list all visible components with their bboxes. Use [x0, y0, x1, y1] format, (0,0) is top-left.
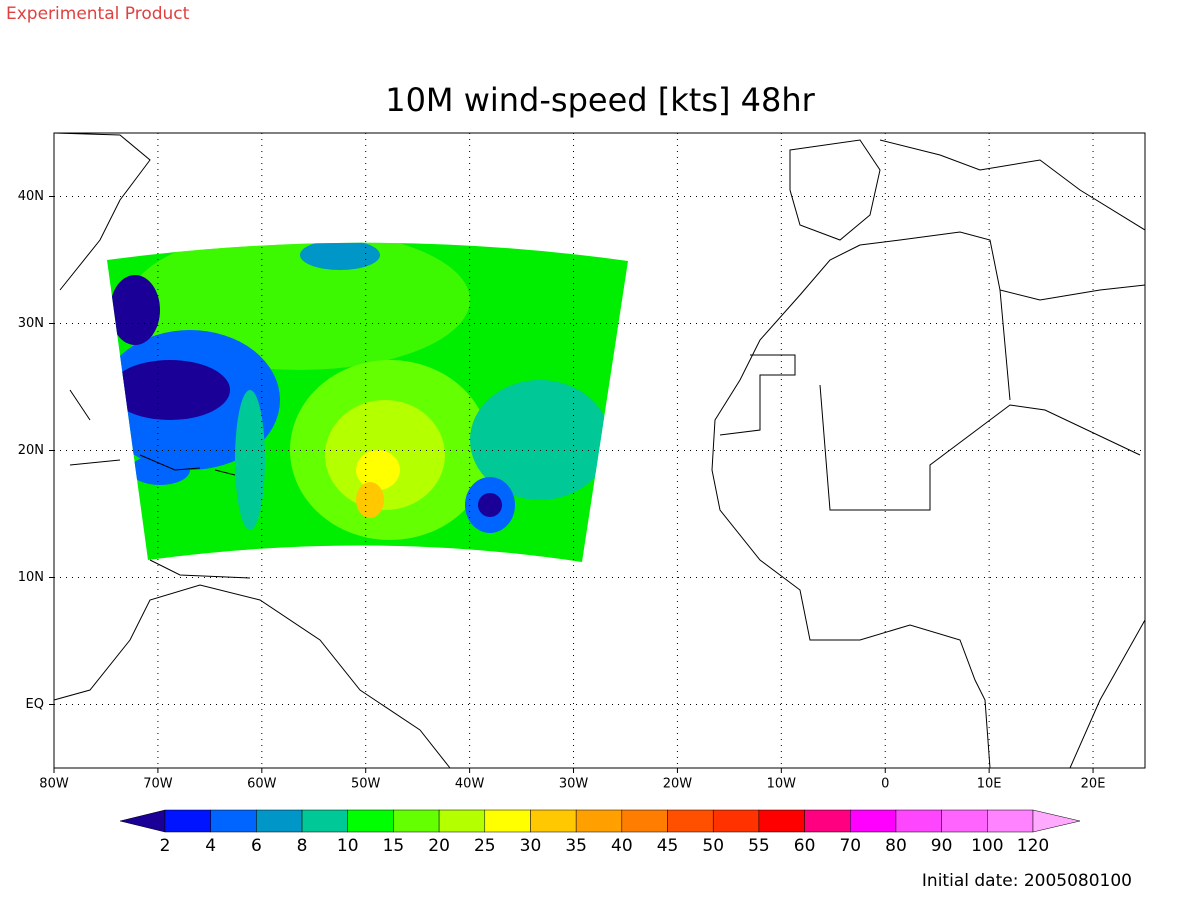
y-tick-label: 40N	[18, 189, 44, 204]
colorbar-swatch	[256, 809, 303, 833]
y-tick-label: EQ	[26, 697, 44, 712]
colorbar-swatch	[393, 809, 440, 833]
colorbar-swatch	[438, 809, 486, 833]
colorbar-label: 20	[428, 836, 450, 856]
colorbar-swatch	[804, 809, 851, 833]
initial-date: Initial date: 2005080100	[922, 871, 1132, 891]
colorbar-swatch	[712, 809, 760, 833]
colorbar-label: 35	[565, 836, 587, 856]
colorbar-swatch	[850, 809, 897, 833]
colorbar-swatch	[575, 809, 623, 833]
colorbar-label: 80	[885, 836, 907, 856]
colorbar-label: 15	[383, 836, 405, 856]
colorbar-swatch	[347, 809, 394, 833]
colorbar-swatch	[621, 809, 668, 833]
x-tick-label: 0	[881, 777, 889, 792]
colorbar-label: 90	[931, 836, 953, 856]
x-tick-label: 10W	[767, 777, 797, 792]
colorbar-label: 55	[748, 836, 770, 856]
y-tick-label: 20N	[18, 443, 44, 458]
colorbar-label: 8	[297, 836, 308, 856]
x-tick-label: 30W	[559, 777, 589, 792]
wind-field	[107, 242, 628, 563]
colorbar-swatch	[667, 809, 714, 833]
colorbar-label: 10	[337, 836, 359, 856]
x-tick-label: 80W	[39, 777, 69, 792]
x-tick-label: 10E	[977, 777, 1002, 792]
colorbar-arrow	[1032, 809, 1081, 833]
colorbar-label: 120	[1017, 836, 1049, 856]
x-tick-label: 70W	[143, 777, 173, 792]
colorbar-label: 4	[205, 836, 216, 856]
colorbar-label: 70	[839, 836, 861, 856]
title: 10M wind-speed [kts] 48hr	[385, 81, 815, 119]
colorbar-label: 60	[794, 836, 816, 856]
y-tick-label: 10N	[18, 570, 44, 585]
colorbar-swatch	[484, 809, 531, 833]
x-tick-label: 20W	[663, 777, 693, 792]
y-tick-label: 30N	[18, 316, 44, 331]
colorbar-swatch	[987, 809, 1034, 833]
colorbar-label: 2	[160, 836, 171, 856]
colorbar-swatch	[758, 809, 805, 833]
x-tick-label: 50W	[351, 777, 381, 792]
colorbar-label: 6	[251, 836, 262, 856]
colorbar-arrow	[119, 809, 166, 833]
note: Experimental Product	[6, 4, 190, 24]
colorbar-swatch	[530, 809, 577, 833]
x-tick-label: 20E	[1081, 777, 1106, 792]
colorbar-swatch	[164, 809, 211, 833]
colorbar-label: 25	[474, 836, 496, 856]
colorbar-label: 100	[971, 836, 1003, 856]
colorbar-swatch	[210, 809, 257, 833]
colorbar-label: 30	[520, 836, 542, 856]
colorbar-label: 50	[702, 836, 724, 856]
x-tick-label: 60W	[247, 777, 277, 792]
colorbar-swatch	[301, 809, 348, 833]
x-tick-label: 40W	[455, 777, 485, 792]
colorbar-swatch	[895, 809, 942, 833]
colorbar-label: 40	[611, 836, 633, 856]
colorbar-swatch	[941, 809, 988, 833]
colorbar-label: 45	[657, 836, 679, 856]
